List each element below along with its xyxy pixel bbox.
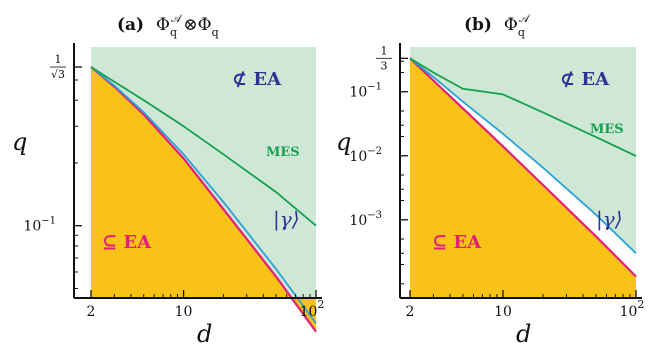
panel-a-label-mes: MES (266, 145, 300, 160)
panel-b-tick-one-third: 13 (376, 44, 392, 72)
svg-text:3: 3 (381, 59, 388, 72)
panel-b-ylabel: q (336, 128, 351, 156)
panel-b: 2 10 1021310−110−210−3 (b) Φq𝒜𝒝 ⊄ EA ⊆ EA … (336, 12, 644, 348)
panel-a-label-ea: ⊆ EA (102, 232, 152, 253)
panel-b-xlabel: d (516, 320, 531, 348)
panel-b-x-tick-label: 102 (620, 298, 645, 320)
panel-a: 2 10 1021√310−1 (a) Φq𝒜 ⊗Φq𝒝 ⊄ EA ⊆ EA MES … (12, 12, 324, 348)
panel-b-label-mes: MES (590, 122, 624, 137)
panel-a-label-gamma: |γ⟩ (273, 207, 300, 232)
panel-a-label-not-ea: ⊄ EA (232, 69, 282, 90)
panel-a-x-tick-label: 10 (175, 304, 193, 320)
panel-a-xlabel: d (197, 320, 212, 348)
panel-b-tick-1e-3: 10−3 (349, 210, 382, 229)
panel-b-x-tick-label: 10 (494, 304, 512, 320)
panel-a-title: (a) Φq𝒜 ⊗Φq𝒝 (117, 12, 219, 39)
panel-b-label-ea: ⊆ EA (432, 232, 482, 253)
svg-text:1: 1 (381, 44, 388, 57)
panel-b-x-tick-label: 2 (406, 304, 415, 320)
panel-a-x-tick-label: 2 (87, 304, 96, 320)
panel-a-tick-1e-1: 10−1 (23, 216, 56, 235)
svg-text:1: 1 (55, 53, 62, 66)
panel-b-title: (b) Φq𝒜𝒝 (464, 12, 531, 39)
panel-a-ylabel: q (12, 128, 27, 156)
panel-b-tick-1e-1: 10−1 (349, 82, 382, 101)
svg-text:√3: √3 (51, 68, 65, 81)
panel-a-tick-one-over-sqrt3: 1√3 (50, 53, 66, 81)
panel-b-label-not-ea: ⊄ EA (560, 69, 610, 90)
panel-b-tick-1e-2: 10−2 (349, 146, 382, 165)
panel-b-label-gamma: |γ⟩ (596, 207, 623, 232)
